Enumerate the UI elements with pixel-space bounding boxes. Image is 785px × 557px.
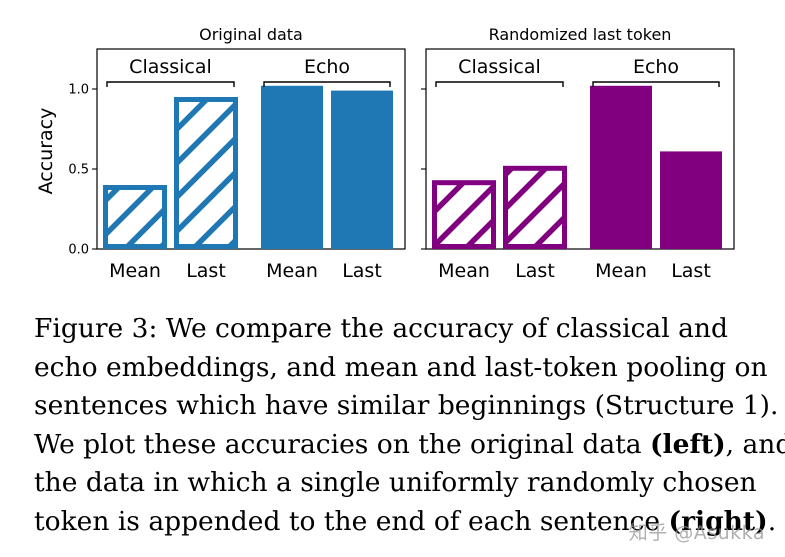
caption-text: Figure 3: We compare the accuracy of cla… xyxy=(34,313,728,344)
caption-bold-text: (left) xyxy=(650,428,726,460)
chart-title: Original data xyxy=(199,25,303,44)
x-tick-label: Last xyxy=(671,260,711,282)
axes-frame xyxy=(96,48,406,250)
caption-line: Figure 3: We compare the accuracy of cla… xyxy=(34,310,750,349)
bar xyxy=(261,85,323,249)
group-label: Classical xyxy=(458,56,541,78)
group-bracket: Echo xyxy=(592,56,720,87)
x-tick-label: Mean xyxy=(438,260,490,282)
caption-text: the data in which a single uniformly ran… xyxy=(34,467,757,498)
group-label: Classical xyxy=(129,56,212,78)
chart-title: Randomized last token xyxy=(489,25,672,44)
caption-line: sentences which have similar beginnings … xyxy=(34,387,778,426)
figure: Original data 0.0 0.5 1.0 Accuracy Mean Last Me… xyxy=(35,25,735,282)
group-label: Echo xyxy=(304,56,350,78)
bar xyxy=(660,151,722,249)
bar xyxy=(174,97,238,249)
group-bracket: Classical xyxy=(106,56,235,87)
bar xyxy=(503,165,567,249)
caption-text: sentences which have similar beginnings … xyxy=(34,390,779,421)
bar xyxy=(432,180,496,249)
x-tick-label: Last xyxy=(342,260,382,282)
watermark: 知乎 @Asukka xyxy=(628,522,765,544)
caption-line: echo embeddings, and mean and last-token… xyxy=(34,349,768,388)
bar xyxy=(590,85,652,249)
caption-bold-text: (right) xyxy=(668,505,768,537)
group-bracket: Classical xyxy=(435,56,564,87)
caption-text: echo embeddings, and mean and last-token… xyxy=(34,351,768,383)
x-tick-label: Mean xyxy=(266,260,318,282)
group-bracket: Echo xyxy=(263,56,391,87)
bar xyxy=(103,185,167,249)
caption-text: We plot these accuracies on the original… xyxy=(34,428,650,460)
y-tick-label: 0.0 xyxy=(68,243,89,258)
chart-panel-2: Randomized last token Mean Last Mean Last Cla… xyxy=(421,25,735,282)
axes-frame xyxy=(425,48,735,250)
x-tick-label: Mean xyxy=(595,260,647,282)
figure-caption: Figure 3: We compare the accuracy of cla… xyxy=(34,310,785,542)
caption-text: token is appended to the end of each sen… xyxy=(34,505,669,537)
bar-chart-pair: Original data 0.0 0.5 1.0 Accuracy Mean Last Me… xyxy=(35,25,735,282)
group-label: Echo xyxy=(633,56,679,78)
caption-text: , and xyxy=(725,428,785,460)
x-tick-label: Last xyxy=(186,260,226,282)
bar xyxy=(331,90,393,249)
y-tick-label: 0.5 xyxy=(68,163,89,178)
y-axis-label: Accuracy xyxy=(35,108,57,195)
y-tick-label: 1.0 xyxy=(68,83,89,98)
caption-text: . xyxy=(767,505,777,537)
caption-line: token is appended to the end of each sen… xyxy=(34,503,776,542)
x-tick-label: Mean xyxy=(109,260,161,282)
caption-line: the data in which a single uniformly ran… xyxy=(34,464,757,503)
chart-panel-1: Original data 0.0 0.5 1.0 Accuracy Mean Last Me… xyxy=(35,25,406,282)
x-tick-label: Last xyxy=(515,260,555,282)
caption-line: We plot these accuracies on the original… xyxy=(34,426,785,465)
